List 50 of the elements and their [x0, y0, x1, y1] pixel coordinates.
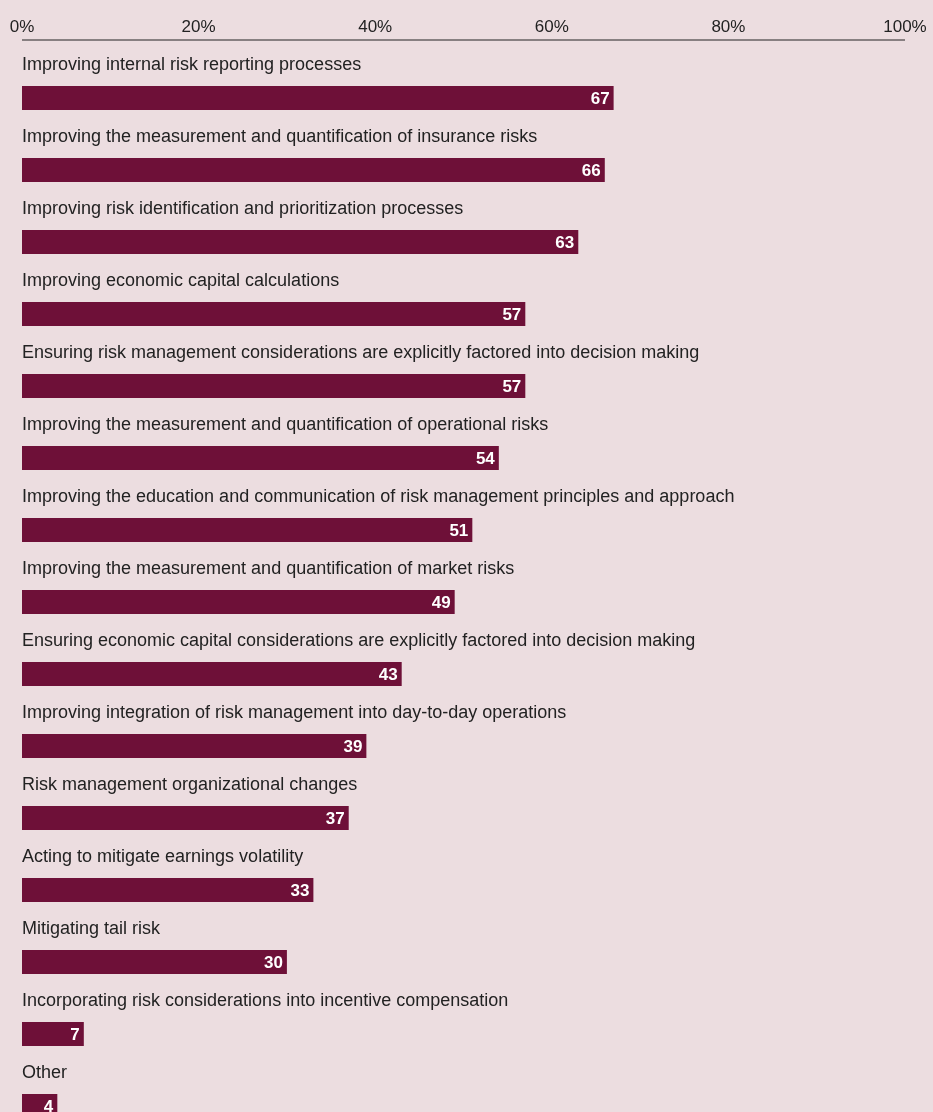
y-tick-label: Ensuring economic capital considerations are explicitly factored into decision making — [22, 630, 696, 650]
data-label: 37 — [325, 809, 345, 828]
data-label: 30 — [263, 953, 283, 972]
data-label: 51 — [449, 521, 469, 540]
bar — [22, 374, 526, 398]
bar — [22, 662, 402, 686]
data-label: 66 — [581, 161, 601, 180]
data-label: 57 — [502, 377, 522, 396]
y-tick-label: Improving the measurement and quantification of operational risks — [22, 414, 549, 434]
y-tick-label: Mitigating tail risk — [22, 918, 162, 938]
data-label: 54 — [475, 449, 496, 468]
data-label: 63 — [555, 233, 575, 252]
y-tick-label: Improving risk identification and prioritization processes — [22, 198, 464, 218]
y-tick-label: Improving economic capital calculations — [22, 270, 340, 290]
y-tick-label: Improving the measurement and quantification of market risks — [22, 558, 515, 578]
y-tick-label: Risk management organizational changes — [22, 774, 358, 794]
bar — [22, 230, 579, 254]
bar — [22, 734, 367, 758]
y-tick-label: Other — [22, 1062, 68, 1082]
x-tick-label: 20% — [181, 17, 216, 36]
y-tick-label: Improving internal risk reporting processes — [22, 54, 362, 74]
data-label: 39 — [343, 737, 363, 756]
data-label: 67 — [590, 89, 610, 108]
y-tick-label: Acting to mitigate earnings volatility — [22, 846, 304, 866]
bar — [22, 878, 314, 902]
bar — [22, 302, 526, 326]
y-tick-label: Improving the education and communication of risk management principles and approach — [22, 486, 735, 506]
data-label: 33 — [290, 881, 310, 900]
x-tick-label: 80% — [711, 17, 746, 36]
y-tick-label: Ensuring risk management considerations are explicitly factored into decision making — [22, 342, 700, 362]
x-tick-label: 40% — [358, 17, 393, 36]
data-label: 4 — [43, 1097, 54, 1112]
bar — [22, 1022, 84, 1046]
bar — [22, 446, 499, 470]
x-tick-label: 60% — [534, 17, 569, 36]
bar — [22, 158, 605, 182]
x-tick-label: 100% — [883, 17, 927, 36]
data-label: 57 — [502, 305, 522, 324]
y-tick-label: Improving integration of risk management into day-to-day operations — [22, 702, 567, 722]
bar — [22, 950, 287, 974]
data-label: 7 — [70, 1025, 80, 1044]
y-tick-label: Improving the measurement and quantification of insurance risks — [22, 126, 538, 146]
data-label: 49 — [431, 593, 451, 612]
data-label: 43 — [378, 665, 398, 684]
bar — [22, 806, 349, 830]
y-tick-label: Incorporating risk considerations into incentive compensation — [22, 990, 509, 1010]
bar — [22, 518, 473, 542]
bar — [22, 86, 614, 110]
bar — [22, 590, 455, 614]
x-tick-label: 0% — [9, 17, 35, 36]
